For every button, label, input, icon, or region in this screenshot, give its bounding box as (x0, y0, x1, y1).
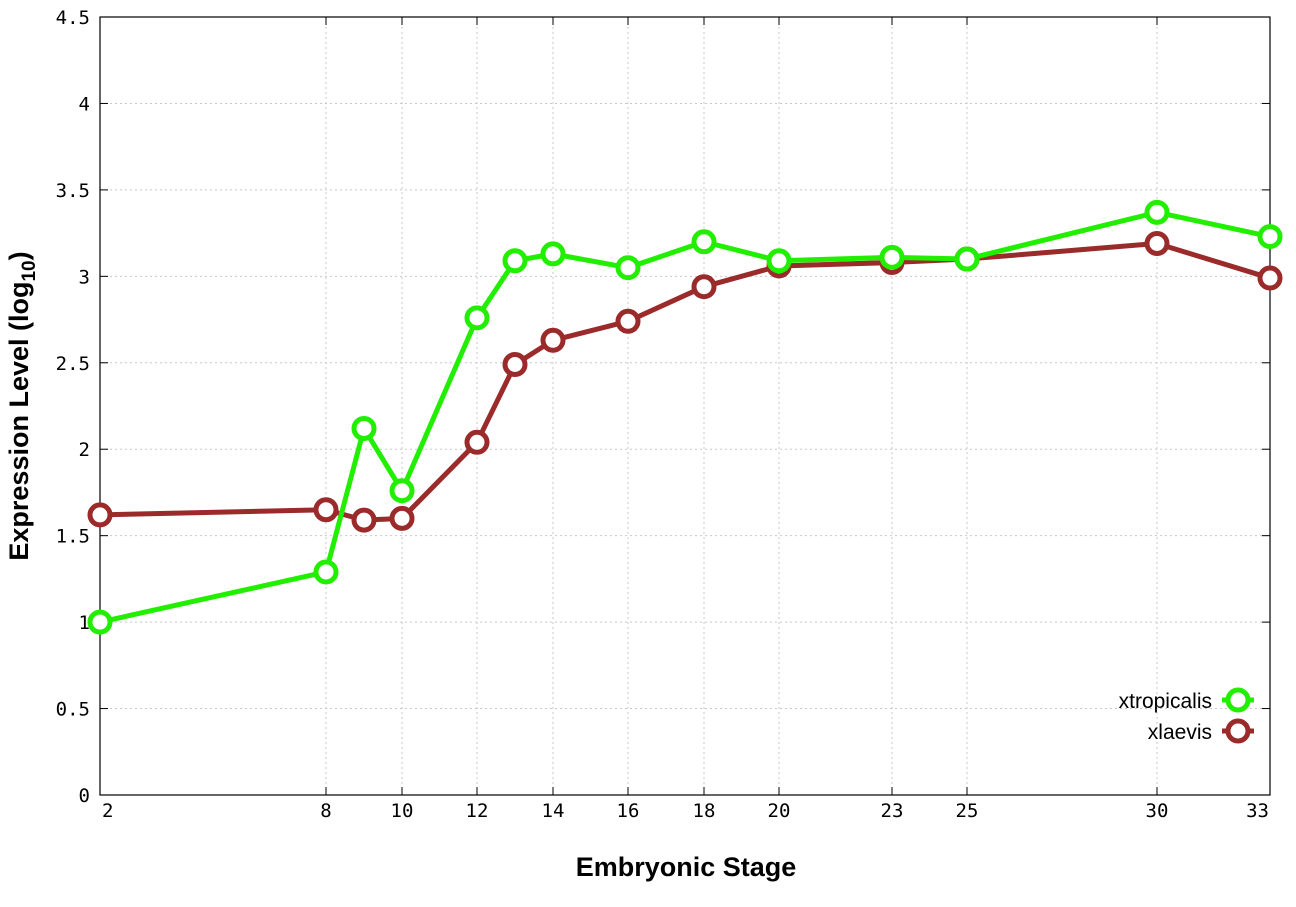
data-point-xtropicalis (766, 248, 792, 274)
x-tick-label: 25 (956, 800, 979, 822)
data-point-xtropicalis (389, 478, 415, 504)
x-tick-label: 23 (881, 800, 904, 822)
x-tick-label: 12 (466, 800, 489, 822)
x-tick-label: 18 (693, 800, 716, 822)
data-point-xlaevis (1257, 265, 1283, 291)
data-point-xtropicalis (351, 415, 377, 441)
x-tick-label: 16 (617, 800, 640, 822)
data-point-xlaevis (389, 505, 415, 531)
data-point-xtropicalis (540, 241, 566, 267)
data-point-xtropicalis (502, 248, 528, 274)
legend-label-xlaevis: xlaevis (1148, 721, 1212, 744)
data-point-xtropicalis (87, 609, 113, 635)
y-tick-label: 3 (79, 266, 90, 288)
y-tick-label: 2 (79, 439, 90, 461)
data-point-xtropicalis (1257, 224, 1283, 250)
legend: xtropicalis xlaevis (1119, 687, 1254, 744)
y-axis-title-close: ) (4, 251, 34, 260)
plot-frame (99, 16, 1271, 796)
y-tick-label: 4 (79, 93, 90, 115)
y-axis-title-subscript: 10 (19, 260, 40, 281)
data-point-xtropicalis (313, 559, 339, 585)
data-point-xlaevis (1144, 230, 1170, 256)
y-tick-label: 0.5 (56, 699, 90, 721)
data-point-xtropicalis (1144, 199, 1170, 225)
axis-ticks: 0 0.5 1 1.5 2 2.5 3 3.5 4 4.5 2 8 10 12 14 16 18 20 23 25 30… (56, 7, 1271, 822)
legend-marker-xtropicalis (1225, 687, 1251, 713)
series-layer (87, 199, 1283, 635)
data-point-xlaevis (351, 507, 377, 533)
y-tick-label: 2.5 (56, 353, 90, 375)
y-tick-label: 1.5 (56, 526, 90, 548)
x-tick-label: 2 (102, 800, 113, 822)
series-xlaevis (87, 230, 1283, 533)
data-point-xtropicalis (615, 255, 641, 281)
data-point-xlaevis (313, 497, 339, 523)
data-point-xlaevis (464, 429, 490, 455)
series-xtropicalis (87, 199, 1283, 635)
x-tick-label: 30 (1146, 800, 1169, 822)
legend-label-xtropicalis: xtropicalis (1119, 690, 1212, 713)
x-tick-label: 14 (542, 800, 565, 822)
data-point-xlaevis (87, 502, 113, 528)
x-tick-label: 33 (1246, 800, 1269, 822)
data-point-xlaevis (691, 274, 717, 300)
series-line-xtropicalis (99, 209, 1271, 625)
data-point-xtropicalis (464, 305, 490, 331)
data-point-xlaevis (540, 327, 566, 353)
x-tick-label: 8 (320, 800, 331, 822)
series-line-xlaevis (99, 240, 1271, 523)
y-tick-label: 1 (79, 612, 90, 634)
y-tick-label: 0 (79, 785, 90, 807)
y-axis-title-main: Expression Level (log (4, 282, 34, 561)
x-tick-label: 20 (768, 800, 791, 822)
x-tick-label: 10 (391, 800, 414, 822)
x-axis-title: Embryonic Stage (576, 852, 797, 882)
data-point-xtropicalis (954, 246, 980, 272)
y-tick-label: 4.5 (56, 7, 90, 29)
data-point-xtropicalis (879, 244, 905, 270)
grid-lines (100, 17, 1270, 795)
y-axis-title: Expression Level (log10) (4, 251, 40, 560)
y-tick-label: 3.5 (56, 180, 90, 202)
data-point-xlaevis (502, 352, 528, 378)
data-point-xlaevis (615, 308, 641, 334)
legend-marker-xlaevis (1225, 718, 1251, 744)
data-point-xtropicalis (691, 229, 717, 255)
